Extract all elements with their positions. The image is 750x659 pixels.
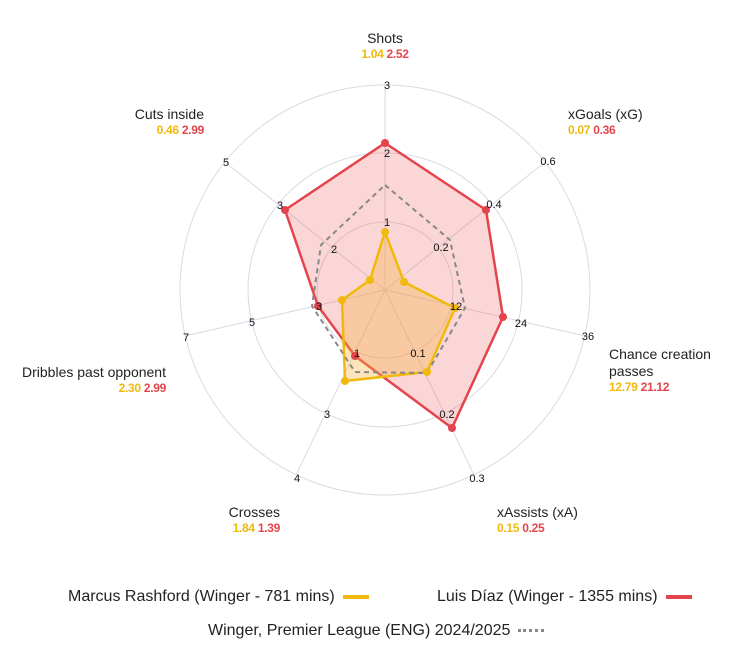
svg-text:3: 3 — [384, 80, 390, 92]
svg-text:0.4: 0.4 — [486, 199, 501, 211]
diaz-area — [283, 141, 505, 430]
axis-label-crosses: Crosses 1.84 1.39 — [218, 504, 281, 536]
axis-ticks: 1 2 3 0.2 0.4 0.6 12 24 36 0.1 0.2 0.3 1… — [183, 80, 594, 485]
axis-spokes — [184, 85, 586, 476]
axis-name: Crosses — [228, 504, 280, 520]
rashford-value: 2.30 — [118, 381, 141, 395]
svg-text:5: 5 — [223, 157, 229, 169]
axis-name: Dribbles past opponent — [22, 364, 166, 380]
svg-text:3: 3 — [316, 301, 322, 313]
rashford-value: 0.46 — [156, 123, 179, 137]
svg-text:1: 1 — [384, 217, 390, 229]
axis-name: xAssists (xA) — [497, 504, 578, 520]
svg-text:0.6: 0.6 — [540, 156, 555, 168]
diaz-value: 0.36 — [593, 123, 616, 137]
rashford-value: 0.07 — [568, 123, 591, 137]
solid-line-icon — [342, 594, 369, 599]
svg-text:2: 2 — [331, 244, 337, 256]
axis-name: Shots — [367, 30, 403, 46]
svg-text:2: 2 — [384, 148, 390, 160]
svg-text:12: 12 — [450, 301, 462, 313]
svg-text:0.3: 0.3 — [469, 473, 484, 485]
legend-label: Winger, Premier League (ENG) 2024/2025 — [208, 622, 511, 639]
baseline-area — [310, 183, 467, 375]
legend-diaz[interactable]: Luis Díaz (Winger - 1355 mins) — [437, 588, 692, 606]
svg-text:5: 5 — [249, 317, 255, 329]
axis-label-cuts-inside: Cuts inside 0.46 2.99 — [124, 106, 205, 138]
svg-text:3: 3 — [324, 409, 330, 421]
legend-baseline[interactable]: Winger, Premier League (ENG) 2024/2025 — [208, 622, 545, 640]
diaz-value: 2.99 — [143, 381, 166, 395]
axis-label-shots: Shots 1.04 2.52 — [355, 30, 415, 62]
axis-label-chance-creation: Chance creation passes 12.79 21.12 — [609, 346, 711, 395]
dotted-line-icon — [518, 629, 545, 633]
svg-text:1: 1 — [354, 348, 360, 360]
svg-text:0.2: 0.2 — [439, 409, 454, 421]
diaz-value: 2.52 — [386, 47, 409, 61]
rashford-points — [338, 228, 459, 385]
axis-label-xassists: xAssists (xA) 0.15 0.25 — [497, 504, 578, 536]
axis-name: Chance creation — [609, 346, 711, 362]
axis-label-dribbles: Dribbles past opponent 2.30 2.99 — [8, 364, 166, 396]
svg-text:0.1: 0.1 — [410, 348, 425, 360]
svg-text:0.2: 0.2 — [433, 242, 448, 254]
diaz-value: 1.39 — [257, 521, 280, 535]
svg-text:3: 3 — [277, 200, 283, 212]
svg-text:4: 4 — [294, 473, 300, 485]
svg-text:36: 36 — [582, 331, 594, 343]
solid-line-icon — [665, 594, 692, 599]
diaz-points — [281, 139, 507, 432]
legend-rashford[interactable]: Marcus Rashford (Winger - 781 mins) — [68, 588, 369, 606]
diaz-value: 2.99 — [181, 123, 204, 137]
rashford-value: 12.79 — [609, 380, 638, 394]
axis-label-xgoals: xGoals (xG) 0.07 0.36 — [568, 106, 643, 138]
rashford-value: 1.84 — [232, 521, 255, 535]
legend-label: Marcus Rashford (Winger - 781 mins) — [68, 588, 335, 605]
rashford-value: 0.15 — [497, 521, 520, 535]
axis-name: Cuts inside — [134, 106, 204, 122]
axis-name-line2: passes — [609, 363, 654, 379]
legend-label: Luis Díaz (Winger - 1355 mins) — [437, 588, 658, 605]
rashford-value: 1.04 — [361, 47, 384, 61]
diaz-value: 21.12 — [640, 380, 670, 394]
svg-text:7: 7 — [183, 332, 189, 344]
diaz-value: 0.25 — [522, 521, 545, 535]
rashford-area — [340, 230, 457, 383]
svg-text:24: 24 — [515, 318, 527, 330]
axis-name: xGoals (xG) — [568, 106, 643, 122]
